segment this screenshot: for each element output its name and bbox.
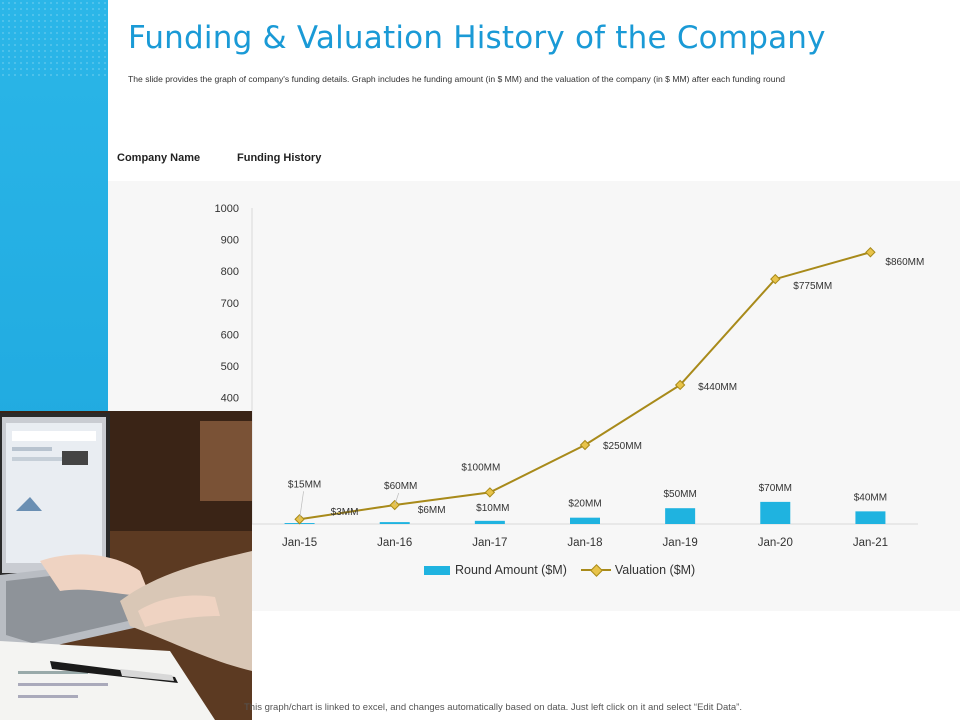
legend-line-swatch (580, 564, 611, 576)
bar-data-label: $3MM (331, 507, 359, 518)
y-tick-label: 600 (221, 329, 239, 341)
x-tick-label: Jan-19 (663, 537, 698, 549)
legend-item-round-amount: Round Amount ($M) (424, 563, 567, 577)
legend-item-valuation: Valuation ($M) (580, 563, 696, 577)
y-tick-label: 800 (221, 266, 239, 278)
bar-round-amount (665, 508, 696, 524)
y-tick-label: 500 (221, 361, 239, 373)
bar-data-label: $6MM (418, 505, 446, 516)
page-subtitle: The slide provides the graph of company'… (128, 74, 786, 84)
y-tick-label: 400 (221, 393, 239, 405)
legend-bar-swatch (424, 565, 450, 575)
bar-data-label: $10MM (476, 503, 509, 514)
legend-label-valuation: Valuation ($M) (614, 563, 696, 577)
valuation-data-label: $440MM (698, 382, 737, 393)
label-leader-line (299, 491, 304, 520)
funding-history-label: Funding History (237, 152, 322, 164)
valuation-point (579, 439, 591, 451)
valuation-point (484, 487, 496, 498)
bar-round-amount (379, 522, 410, 524)
y-tick-label: 900 (221, 235, 239, 247)
y-tick-label: 1000 (215, 203, 239, 215)
valuation-point (865, 247, 876, 258)
valuation-data-label: $775MM (793, 281, 832, 292)
x-tick-label: Jan-21 (853, 537, 888, 549)
bar-data-label: $40MM (854, 492, 887, 503)
company-name-label: Company Name (117, 152, 201, 164)
laptop-photo (0, 411, 252, 720)
valuation-point (770, 273, 781, 285)
x-tick-label: Jan-15 (282, 537, 317, 549)
x-tick-label: Jan-18 (567, 537, 602, 549)
bar-round-amount (474, 520, 505, 524)
valuation-data-label: $100MM (461, 462, 500, 473)
valuation-data-label: $250MM (603, 441, 642, 452)
bar-data-label: $70MM (759, 483, 792, 494)
x-tick-label: Jan-16 (377, 537, 412, 549)
x-tick-label: Jan-20 (758, 537, 793, 549)
label-leader-line (394, 492, 400, 506)
footnote-text: This graph/chart is linked to excel, and… (244, 702, 742, 713)
valuation-data-label: $60MM (384, 481, 417, 492)
y-tick-label: 700 (221, 298, 239, 310)
valuation-point (674, 379, 686, 391)
chart-legend: Round Amount ($M) Valuation ($M) (424, 561, 709, 579)
bar-data-label: $20MM (568, 499, 601, 510)
valuation-data-label: $15MM (288, 479, 321, 490)
page-title: Funding & Valuation History of the Compa… (128, 20, 826, 56)
valuation-data-label: $860MM (885, 257, 924, 268)
bar-round-amount (570, 517, 600, 524)
bar-round-amount (855, 511, 886, 524)
valuation-line (299, 251, 871, 521)
legend-label-round-amount: Round Amount ($M) (455, 563, 567, 577)
bar-data-label: $50MM (663, 489, 696, 500)
bar-round-amount (760, 501, 791, 524)
x-tick-label: Jan-17 (472, 537, 507, 549)
